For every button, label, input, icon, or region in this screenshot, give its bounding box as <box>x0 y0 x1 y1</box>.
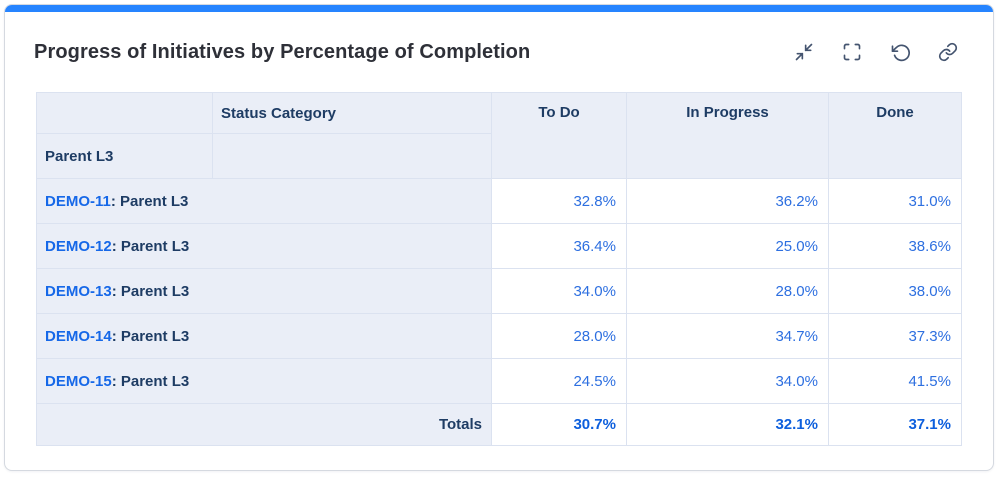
gadget-card: Progress of Initiatives by Percentage of… <box>4 4 994 471</box>
value-cell-done[interactable]: 41.5% <box>828 358 962 404</box>
column-header-todo: To Do <box>491 92 627 179</box>
totals-value-done[interactable]: 37.1% <box>828 403 962 446</box>
value-cell-in-progress[interactable]: 28.0% <box>626 268 829 314</box>
totals-value-todo[interactable]: 30.7% <box>491 403 627 446</box>
progress-table: Status Category To Do In Progress Done P… <box>36 92 962 446</box>
value-cell-todo[interactable]: 28.0% <box>491 313 627 359</box>
corner-cell <box>36 92 213 134</box>
refresh-button[interactable] <box>886 38 914 66</box>
value-cell-todo[interactable]: 34.0% <box>491 268 627 314</box>
empty-header-cell <box>212 133 492 179</box>
issue-link[interactable]: DEMO-13 <box>45 282 112 300</box>
row-label: DEMO-14: Parent L3 <box>36 313 492 359</box>
row-label-suffix: : Parent L3 <box>111 237 190 255</box>
column-header-done: Done <box>828 92 962 179</box>
row-label: DEMO-13: Parent L3 <box>36 268 492 314</box>
row-label-suffix: : Parent L3 <box>111 327 190 345</box>
row-label-suffix: : Parent L3 <box>110 192 189 210</box>
table-row: DEMO-12: Parent L3 36.4% 25.0% 38.6% <box>36 223 962 269</box>
collapse-button[interactable] <box>790 38 818 66</box>
value-cell-in-progress[interactable]: 25.0% <box>626 223 829 269</box>
value-cell-done[interactable]: 38.6% <box>828 223 962 269</box>
row-label: DEMO-12: Parent L3 <box>36 223 492 269</box>
totals-row: Totals 30.7% 32.1% 37.1% <box>36 403 962 446</box>
arrows-collapse-icon <box>794 42 814 62</box>
value-cell-in-progress[interactable]: 34.7% <box>626 313 829 359</box>
report-table-wrap: Status Category To Do In Progress Done P… <box>5 66 993 446</box>
totals-value-in-progress[interactable]: 32.1% <box>626 403 829 446</box>
value-cell-todo[interactable]: 36.4% <box>491 223 627 269</box>
row-label-suffix: : Parent L3 <box>111 282 190 300</box>
issue-link[interactable]: DEMO-11 <box>45 192 111 210</box>
link-icon <box>938 42 958 62</box>
gadget-actions <box>790 38 962 66</box>
row-label: DEMO-11: Parent L3 <box>36 178 492 224</box>
table-row: DEMO-15: Parent L3 24.5% 34.0% 41.5% <box>36 358 962 404</box>
gadget-header: Progress of Initiatives by Percentage of… <box>5 12 993 66</box>
header-row-parent: Parent L3 <box>36 133 962 179</box>
issue-link[interactable]: DEMO-15 <box>45 372 112 390</box>
value-cell-todo[interactable]: 24.5% <box>491 358 627 404</box>
issue-link[interactable]: DEMO-12 <box>45 237 112 255</box>
header-row-status-category: Status Category To Do In Progress Done <box>36 92 962 179</box>
link-button[interactable] <box>934 38 962 66</box>
value-cell-in-progress[interactable]: 34.0% <box>626 358 829 404</box>
column-header-in-progress: In Progress <box>626 92 829 179</box>
totals-label: Totals <box>36 403 492 446</box>
row-label: DEMO-15: Parent L3 <box>36 358 492 404</box>
value-cell-done[interactable]: 31.0% <box>828 178 962 224</box>
refresh-icon <box>890 42 910 62</box>
fullscreen-icon <box>842 42 862 62</box>
row-group-header: Parent L3 <box>36 133 213 179</box>
value-cell-todo[interactable]: 32.8% <box>491 178 627 224</box>
value-cell-in-progress[interactable]: 36.2% <box>626 178 829 224</box>
accent-bar <box>5 5 993 12</box>
column-group-header: Status Category <box>212 92 492 134</box>
row-label-suffix: : Parent L3 <box>111 372 190 390</box>
value-cell-done[interactable]: 37.3% <box>828 313 962 359</box>
page-title: Progress of Initiatives by Percentage of… <box>34 40 531 63</box>
value-cell-done[interactable]: 38.0% <box>828 268 962 314</box>
table-row: DEMO-13: Parent L3 34.0% 28.0% 38.0% <box>36 268 962 314</box>
table-row: DEMO-14: Parent L3 28.0% 34.7% 37.3% <box>36 313 962 359</box>
table-row: DEMO-11: Parent L3 32.8% 36.2% 31.0% <box>36 178 962 224</box>
issue-link[interactable]: DEMO-14 <box>45 327 112 345</box>
fullscreen-button[interactable] <box>838 38 866 66</box>
